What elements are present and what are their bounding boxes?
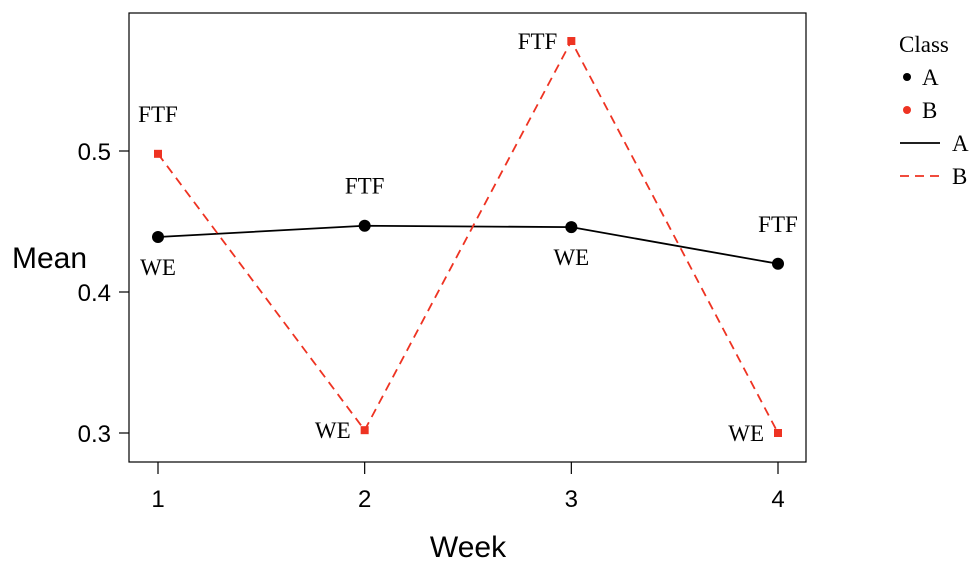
data-point-a xyxy=(358,219,371,232)
legend-title: Class xyxy=(899,32,949,57)
data-point-a xyxy=(152,231,164,244)
point-label: FTF xyxy=(345,174,385,199)
x-axis-title: Week xyxy=(430,531,507,562)
point-labels: WE FTF WE FTF FTF WE FTF WE xyxy=(138,29,798,446)
x-axis: 1 2 3 4 xyxy=(151,462,785,513)
x-tick-label: 3 xyxy=(565,486,578,513)
data-point-b xyxy=(774,429,782,437)
data-point-b xyxy=(154,149,162,158)
data-point-a xyxy=(772,257,784,270)
legend-label-line: A xyxy=(952,131,969,156)
x-tick-label: 2 xyxy=(358,486,371,513)
point-label: FTF xyxy=(758,212,798,237)
point-label: WE xyxy=(315,418,351,443)
series-layer xyxy=(152,37,784,437)
y-tick-label: 0.4 xyxy=(78,280,111,307)
series-line-b xyxy=(157,39,779,434)
data-point-a xyxy=(565,221,578,234)
data-point-b xyxy=(567,37,576,46)
legend-label-marker: B xyxy=(922,98,937,123)
legend-label-line: B xyxy=(952,164,967,189)
y-axis: 0.3 0.4 0.5 xyxy=(78,139,129,448)
point-label: WE xyxy=(728,421,764,446)
legend-label-marker: A xyxy=(922,65,939,90)
y-axis-title: Mean xyxy=(12,242,87,275)
point-label: WE xyxy=(140,255,176,280)
series-line-a xyxy=(157,224,779,265)
y-tick-label: 0.3 xyxy=(78,421,111,448)
x-tick-label: 4 xyxy=(771,486,784,513)
point-label: FTF xyxy=(138,102,178,127)
point-label: FTF xyxy=(518,29,558,54)
y-tick-label: 0.5 xyxy=(78,139,111,166)
legend-marker-b xyxy=(903,106,911,114)
legend-marker-a xyxy=(903,73,911,81)
data-point-b xyxy=(360,426,369,435)
x-tick-label: 1 xyxy=(151,486,164,513)
plot-frame xyxy=(128,12,807,463)
point-label: WE xyxy=(553,245,589,270)
